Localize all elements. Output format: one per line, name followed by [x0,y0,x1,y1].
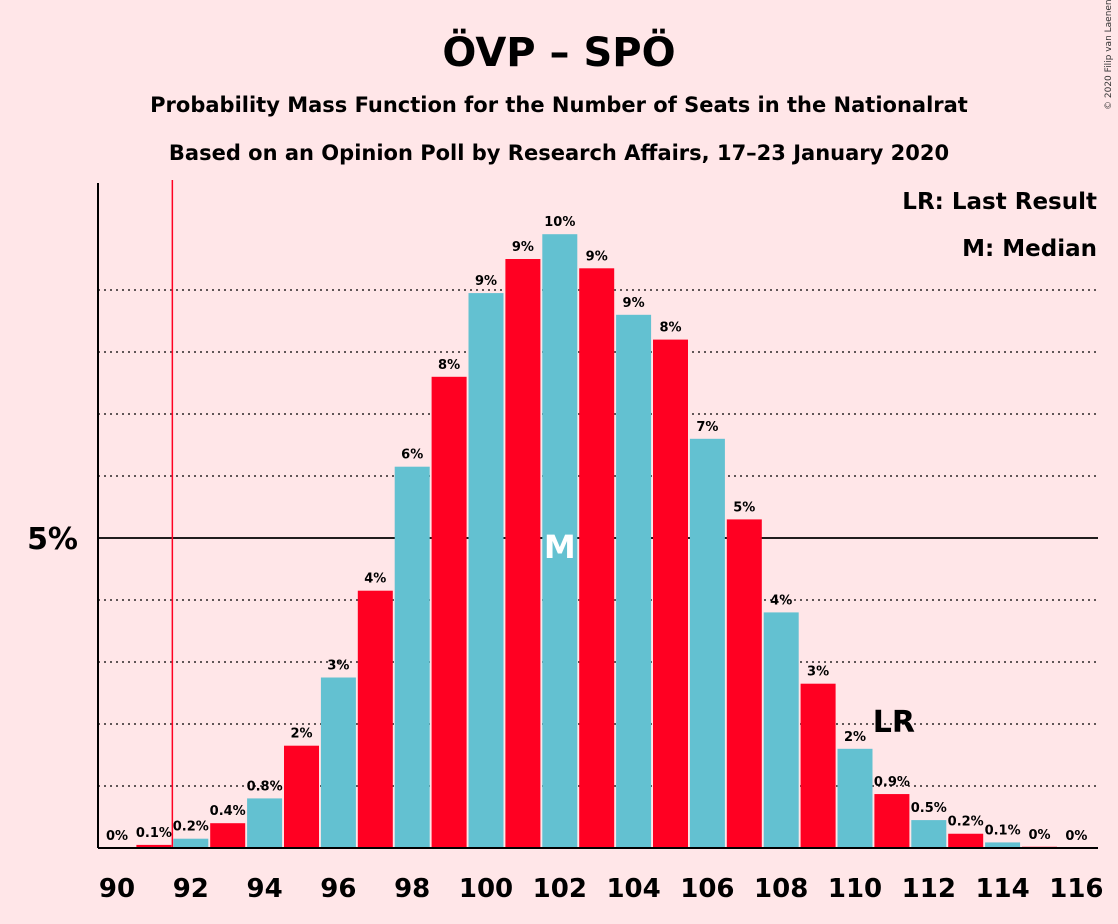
data-label-105: 8% [659,321,681,336]
x-tick-96: 96 [320,874,356,904]
bar-102 [542,234,578,848]
legend-last-result: LR: Last Result [902,189,1097,215]
y-tick-5-percent: 5% [27,522,78,557]
x-tick-98: 98 [394,874,430,904]
data-label-100: 9% [475,274,497,289]
bar-92 [173,838,209,848]
data-label-107: 5% [733,500,755,515]
bar-113 [948,833,984,848]
bar-106 [689,438,725,848]
bar-105 [653,339,688,848]
data-label-104: 9% [623,296,645,311]
data-label-102: 10% [544,215,575,230]
bar-97 [357,590,393,848]
x-tick-90: 90 [99,874,135,904]
last-result-marker: LR [873,705,915,740]
x-tick-102: 102 [533,874,587,904]
copyright-note: © 2020 Filip van Laenen [1104,0,1114,110]
bar-104 [616,314,652,848]
data-label-111: 0.9% [874,775,910,790]
bar-91 [136,844,172,848]
x-ticks: 90 92 94 96 98 100 102 104 106 108 110 112 114 116 [99,874,1104,904]
median-marker: M [544,528,576,566]
data-label-95: 2% [290,727,312,742]
data-label-108: 4% [770,593,792,608]
data-label-93: 0.4% [210,804,246,819]
x-tick-104: 104 [606,874,660,904]
bar-99 [431,376,467,848]
data-label-112: 0.5% [911,801,947,816]
x-tick-112: 112 [902,874,956,904]
bar-98 [394,466,430,848]
x-tick-110: 110 [828,874,882,904]
data-label-97: 4% [364,572,386,587]
bar-112 [911,820,947,848]
data-label-99: 8% [438,358,460,373]
data-label-115: 0% [1028,828,1050,843]
bar-110 [837,748,873,848]
bar-96 [320,677,356,848]
bar-95 [284,745,319,848]
x-tick-108: 108 [754,874,808,904]
x-tick-94: 94 [247,874,283,904]
data-label-91: 0.1% [136,826,172,841]
data-label-98: 6% [401,448,423,463]
data-label-90: 0% [106,829,128,844]
bars [136,234,1057,849]
data-label-110: 2% [844,730,866,745]
chart-subtitle-1: Probability Mass Function for the Number… [150,93,968,117]
x-tick-114: 114 [975,874,1029,904]
data-label-116: 0% [1065,829,1087,844]
x-tick-116: 116 [1049,874,1103,904]
bar-109 [800,683,836,848]
bar-94 [247,798,283,848]
data-labels: 0% 0.1% 0.2%0.4%0.8%2%3%4%6%8%9%9%10%9%9%8… [106,215,1087,844]
data-label-96: 3% [327,659,349,674]
bar-103 [579,268,615,848]
data-label-103: 9% [586,249,608,264]
data-label-114: 0.1% [985,823,1021,838]
bar-93 [210,823,246,848]
bar-114 [985,842,1021,848]
bar-111 [874,794,910,848]
chart-title: ÖVP – SPÖ [442,28,675,76]
legend-median: M: Median [962,236,1097,262]
bar-108 [763,612,799,848]
chart-subtitle-2: Based on an Opinion Poll by Research Aff… [169,141,949,165]
x-tick-106: 106 [680,874,734,904]
bar-101 [505,259,541,848]
data-label-113: 0.2% [948,815,984,830]
data-label-106: 7% [696,420,718,435]
data-label-101: 9% [512,240,534,255]
bar-100 [468,293,504,849]
data-label-109: 3% [807,665,829,680]
data-label-94: 0.8% [247,779,283,794]
bar-107 [726,519,762,848]
x-tick-100: 100 [459,874,513,904]
data-label-92: 0.2% [173,820,209,835]
x-tick-92: 92 [173,874,209,904]
